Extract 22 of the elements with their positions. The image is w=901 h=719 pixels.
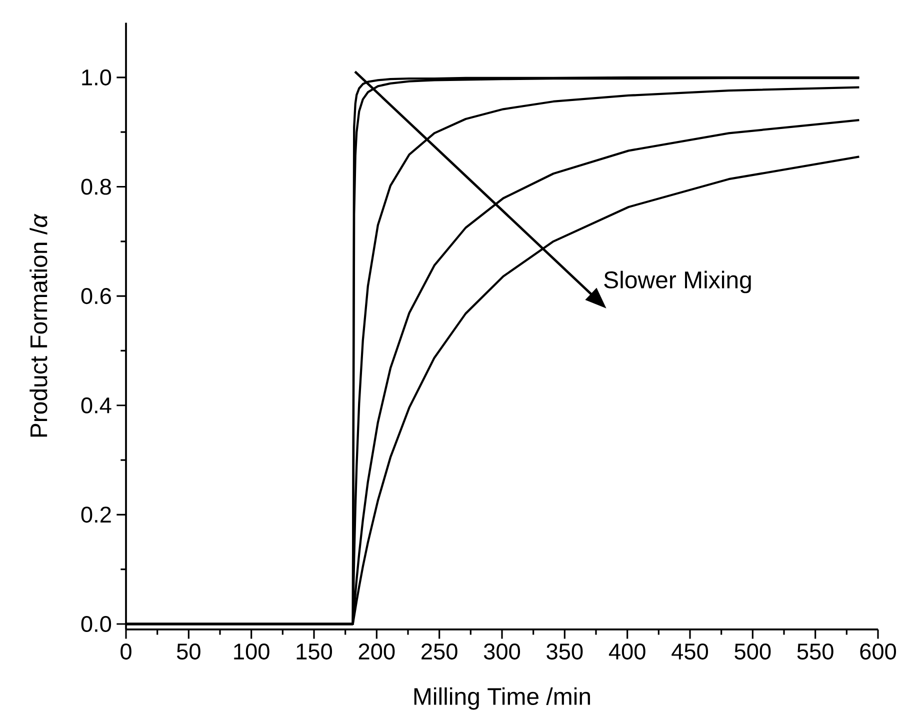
x-axis-title: Milling Time /min (414, 687, 590, 710)
x-tick-label: 150 (296, 644, 332, 660)
y-tick-label: 0.4 (81, 397, 112, 414)
annotation: Slower Mixing (604, 270, 751, 294)
x-tick-label: 550 (797, 644, 834, 660)
x-tick-label: 350 (546, 644, 583, 660)
x-tick-label: 500 (734, 644, 771, 660)
x-tick-label: 600 (860, 644, 896, 660)
y-tick-label: 1.0 (82, 69, 112, 86)
y-axis-title: Product Formation /α (30, 214, 48, 437)
y-tick-label: 0.6 (81, 288, 111, 304)
y-tick-label: 0.8 (81, 178, 111, 195)
x-tick-label: 400 (608, 644, 646, 660)
x-tick-label: 300 (484, 644, 520, 660)
y-tick-label: 0.0 (81, 616, 112, 632)
x-tick-label: 450 (672, 644, 708, 660)
x-tick-label: 50 (176, 644, 200, 660)
x-tick-label: 0 (120, 644, 132, 660)
x-tick-label: 200 (358, 644, 395, 660)
x-tick-label: 250 (422, 644, 458, 660)
y-tick-label: 0.2 (81, 506, 111, 523)
x-tick-label: 100 (234, 644, 270, 660)
